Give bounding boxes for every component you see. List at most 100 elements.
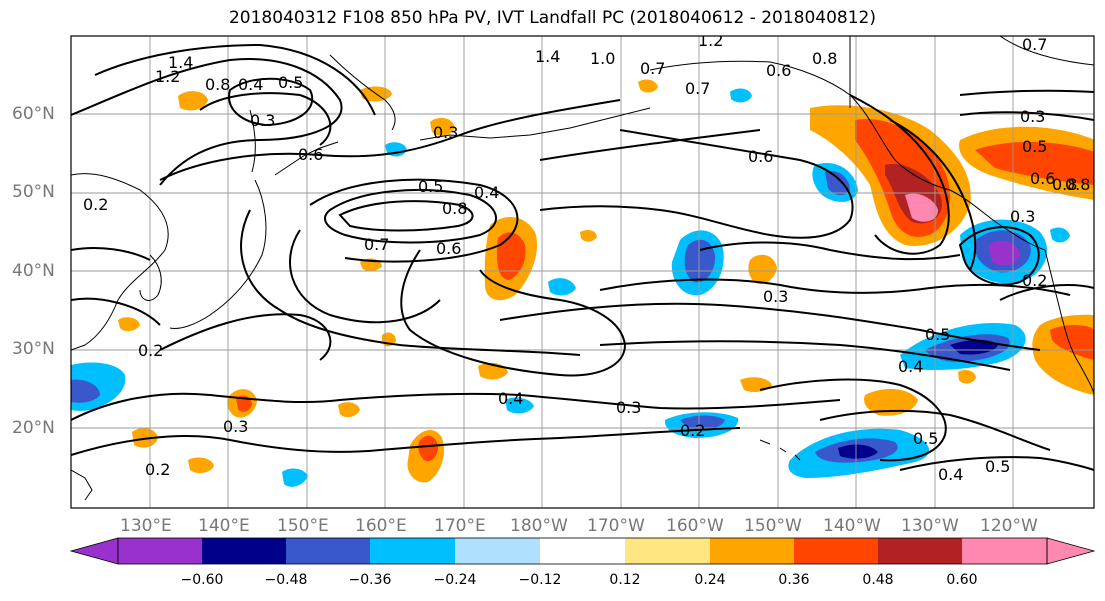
small-positive-4 bbox=[638, 79, 658, 93]
contour-label: 0.5 bbox=[1022, 137, 1047, 156]
colorbar-tick: −0.60 bbox=[180, 572, 224, 588]
lat-label-40n: 40°N bbox=[12, 261, 55, 281]
contour-label: 0.6 bbox=[748, 147, 773, 166]
map-area bbox=[71, 36, 1094, 508]
colorbar-tick: 0.24 bbox=[694, 572, 726, 588]
contour-label: 0.2 bbox=[138, 341, 163, 360]
positive-anomaly-175e-core bbox=[418, 435, 438, 462]
colorbar-max-extend bbox=[1046, 537, 1096, 565]
contour-label: 0.8 bbox=[205, 75, 230, 94]
coast-kamchatka bbox=[329, 54, 396, 131]
coast-uswest bbox=[1044, 249, 1094, 396]
colorbar-tick: 0.36 bbox=[778, 572, 810, 588]
contour-label: 0.8 bbox=[812, 49, 837, 68]
positive-anomaly-alaska-peak bbox=[905, 193, 938, 222]
lon-label-160w: 160°W bbox=[666, 516, 724, 536]
contour-label: 0.7 bbox=[1022, 35, 1047, 54]
coast-philippines bbox=[71, 469, 93, 501]
coast-aleutians bbox=[419, 107, 651, 141]
small-negative-6 bbox=[730, 88, 752, 103]
contour-label: 0.8 bbox=[1052, 175, 1077, 194]
contour-label: 0.3 bbox=[223, 417, 248, 436]
small-negative-4-core bbox=[680, 415, 725, 431]
colorbar-tick: −0.48 bbox=[264, 572, 308, 588]
contour-label: 0.6 bbox=[766, 61, 791, 80]
lon-label-170w: 170°W bbox=[587, 516, 645, 536]
colorbar-tick: 0.60 bbox=[946, 572, 978, 588]
lon-label-160e: 160°E bbox=[355, 516, 407, 536]
contour-label: 0.3 bbox=[1020, 107, 1045, 126]
lon-label-170e: 170°E bbox=[434, 516, 486, 536]
small-positive-5 bbox=[748, 254, 777, 285]
contour-label: 0.7 bbox=[640, 59, 665, 78]
contour-label: 0.3 bbox=[616, 398, 641, 417]
lon-label-130w: 130°W bbox=[901, 516, 959, 536]
colorbar-min-extend bbox=[69, 537, 119, 565]
contour-label: 0.3 bbox=[433, 123, 458, 142]
contour-label: 0.5 bbox=[913, 429, 938, 448]
gridlines bbox=[71, 36, 1094, 508]
lon-label-180w: 180°W bbox=[510, 516, 568, 536]
colorbar-tick: 0.48 bbox=[862, 572, 894, 588]
small-positive-12 bbox=[958, 370, 976, 384]
coastlines bbox=[71, 36, 1094, 501]
contour-label: 0.8 bbox=[442, 199, 467, 218]
lon-label-130e: 130°E bbox=[120, 516, 172, 536]
contour-label: 0.4 bbox=[898, 357, 923, 376]
contour-label: 0.6 bbox=[298, 145, 323, 164]
coast-japan bbox=[169, 179, 267, 329]
pv-contours bbox=[71, 43, 1094, 471]
contour-label: 0.5 bbox=[985, 457, 1010, 476]
lon-label-150w: 150°W bbox=[744, 516, 802, 536]
positive-anomaly-canada-core bbox=[975, 142, 1094, 185]
contour-label: 0.5 bbox=[418, 177, 443, 196]
negative-anomaly-gulf-peak bbox=[988, 240, 1020, 266]
small-negative-2 bbox=[548, 278, 576, 296]
contour-label: 0.4 bbox=[238, 75, 263, 94]
contour-label: 0.5 bbox=[278, 73, 303, 92]
contour-label: 0.3 bbox=[1010, 207, 1035, 226]
contour-label: 0.8 bbox=[1065, 175, 1090, 194]
contour-label: 1.2 bbox=[155, 67, 180, 86]
pc-shading bbox=[71, 79, 1094, 487]
contour-label: 0.2 bbox=[83, 195, 108, 214]
positive-anomaly-180-core bbox=[496, 232, 526, 280]
small-negative-5 bbox=[282, 468, 308, 487]
contour-label: 0.4 bbox=[938, 465, 963, 484]
colorbar bbox=[69, 537, 1096, 565]
lon-label-150e: 150°E bbox=[277, 516, 329, 536]
negative-anomaly-30n-140w-peak bbox=[950, 339, 998, 355]
lon-label-140w: 140°W bbox=[823, 516, 881, 536]
contour-label: 0.4 bbox=[474, 183, 499, 202]
lon-label-120w: 120°W bbox=[980, 516, 1038, 536]
small-positive-15 bbox=[580, 229, 597, 242]
contour-label: 0.3 bbox=[250, 111, 275, 130]
coast-canada-east bbox=[999, 36, 1094, 66]
small-positive-1 bbox=[178, 91, 208, 111]
lat-label-30n: 30°N bbox=[12, 339, 55, 359]
contour-labels: 1.4 1.2 0.8 0.4 0.5 0.3 0.6 0.5 0.4 0.8 … bbox=[83, 35, 1090, 484]
lon-label-140e: 140°E bbox=[198, 516, 250, 536]
contour-label: 1.0 bbox=[590, 49, 615, 68]
lat-label-20n: 20°N bbox=[12, 418, 55, 438]
colorbar-tick: 0.12 bbox=[609, 572, 641, 588]
contour-label: 0.2 bbox=[1022, 271, 1047, 290]
coast-korea bbox=[139, 254, 162, 301]
contour-label: 0.7 bbox=[685, 79, 710, 98]
contour-label: 1.4 bbox=[535, 47, 560, 66]
small-positive-8 bbox=[188, 457, 214, 474]
contour-label: 0.5 bbox=[925, 325, 950, 344]
coast-bc bbox=[949, 189, 1046, 251]
contour-label: 0.2 bbox=[145, 460, 170, 479]
colorbar-tick: −0.12 bbox=[518, 572, 562, 588]
colorbar-tick: −0.24 bbox=[433, 572, 477, 588]
lat-label-50n: 50°N bbox=[12, 182, 55, 202]
contour-label: 0.4 bbox=[498, 389, 523, 408]
contour-label: 0.7 bbox=[364, 235, 389, 254]
small-negative-3 bbox=[505, 397, 534, 414]
contour-label: 0.2 bbox=[680, 421, 705, 440]
positive-anomaly-20n-140w bbox=[864, 388, 918, 416]
negative-anomaly-40n-160w-core bbox=[684, 239, 716, 283]
lat-label-60n: 60°N bbox=[12, 104, 55, 124]
